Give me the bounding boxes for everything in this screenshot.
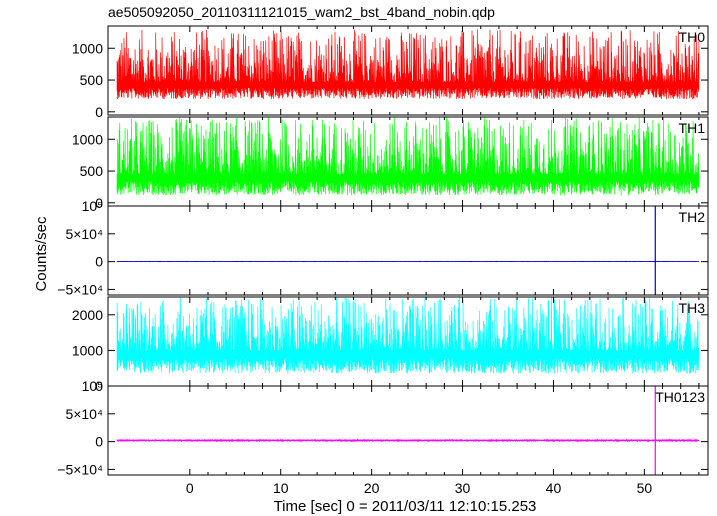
y-tick-label: 5×10⁴: [65, 226, 103, 242]
y-tick-label: 500: [80, 163, 104, 179]
y-tick-label: 5×10⁴: [65, 406, 103, 422]
x-tick-label: 40: [546, 480, 562, 496]
x-tick-label: 30: [455, 480, 471, 496]
y-tick-label: 10⁵: [82, 198, 103, 214]
panel-th0: 0 500 1000 TH0: [72, 25, 709, 120]
x-tick-label: 10: [273, 480, 289, 496]
y-tick-label: 2000: [72, 307, 103, 323]
series-th3: [116, 297, 700, 374]
y-tick-label: 0: [95, 195, 103, 211]
y-tick-label: 1000: [72, 40, 103, 56]
series-th0123: [116, 438, 700, 443]
y-tick-label: 1000: [72, 131, 103, 147]
series-th0: [116, 29, 700, 100]
panel-label: TH0123: [655, 389, 705, 405]
x-tick-label: 50: [637, 480, 653, 496]
y-tick-label: −5×10⁴: [57, 461, 103, 477]
panel-label: TH1: [679, 120, 706, 136]
x-axis-label: Time [sec] 0 = 2011/03/11 12:10:15.253: [274, 498, 537, 515]
y-tick-label: 500: [80, 72, 104, 88]
panel-th2: 10⁵ 5×10⁴ 0 −5×10⁴ TH2: [57, 198, 709, 297]
x-tick-label: 20: [364, 480, 380, 496]
panel-th3: 0 1000 2000 TH3: [72, 296, 709, 394]
x-tick-label: 0: [186, 480, 194, 496]
y-tick-label: 0: [95, 104, 103, 120]
y-tick-label: −5×10⁴: [57, 281, 103, 297]
y-tick-label: 10⁵: [82, 378, 103, 394]
y-tick-label: 1000: [72, 342, 103, 358]
chart-title: ae505092050_20110311121015_wam2_bst_4ban…: [108, 4, 495, 20]
panel-frame: [107, 385, 709, 476]
panel-label: TH2: [679, 209, 706, 225]
panel-label: TH0: [679, 29, 706, 45]
panel-th1: 0 500 1000 TH1: [72, 116, 709, 211]
y-tick-label: 0: [95, 378, 103, 394]
panel-frame: [107, 205, 709, 296]
y-axis-label: Counts/sec: [33, 216, 50, 292]
panel-label: TH3: [679, 300, 706, 316]
y-tick-label: 0: [95, 254, 103, 270]
y-tick-label: 0: [95, 434, 103, 450]
panel-th0123: 10⁵ 5×10⁴ 0 −5×10⁴ TH0123: [57, 378, 709, 477]
series-th1: [116, 117, 700, 196]
